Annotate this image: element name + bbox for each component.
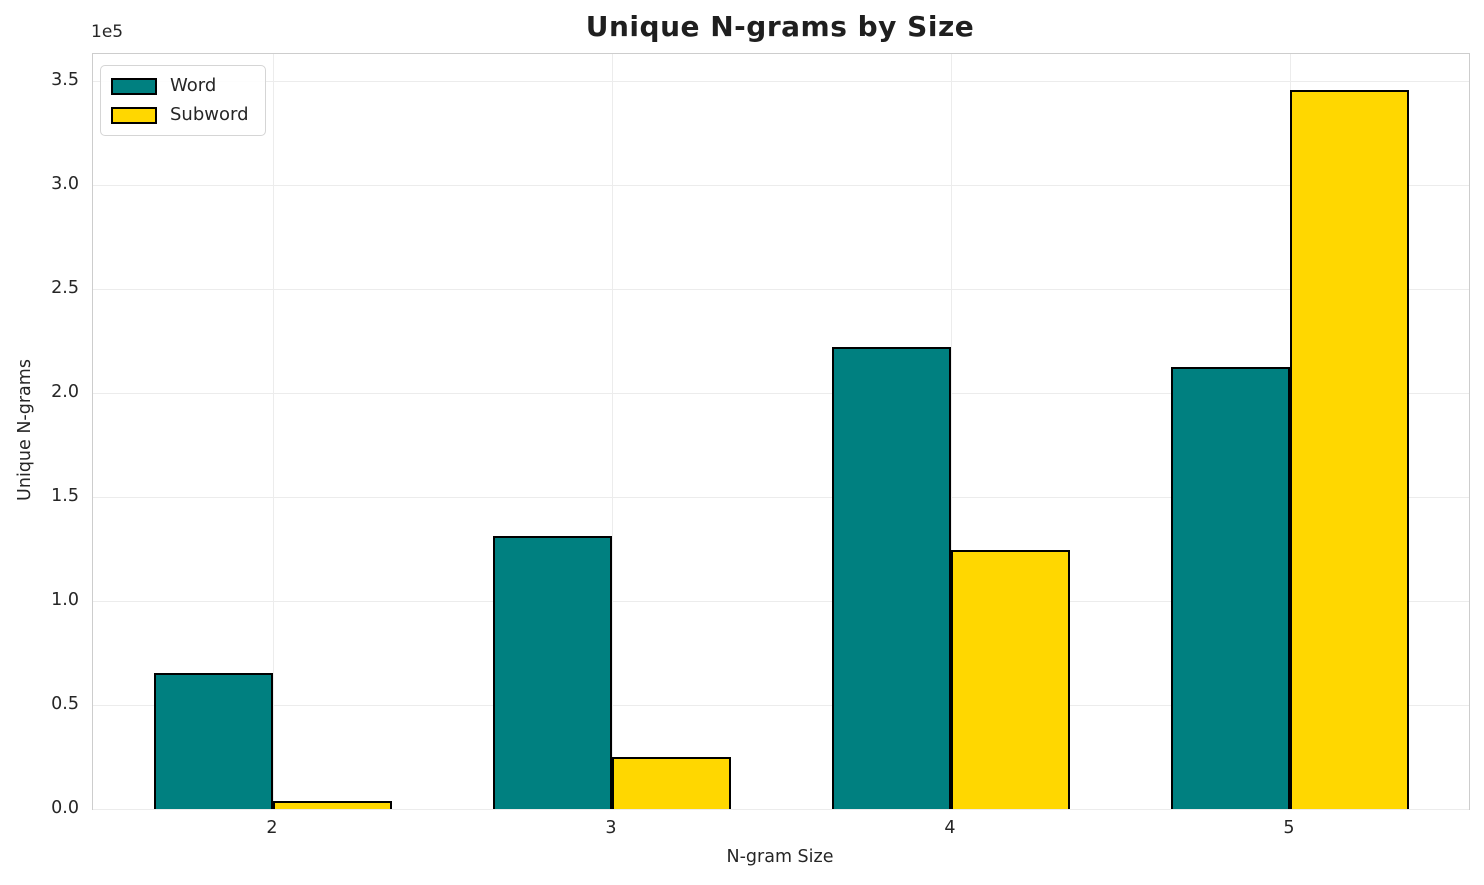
horizontal-gridline [93,185,1469,186]
y-tick-label: 1.0 [51,590,79,610]
y-tick-label: 0.0 [51,798,79,818]
legend-swatch-subword [111,106,157,124]
vertical-gridline [273,54,274,809]
vertical-gridline [951,54,952,809]
bar-word-ngram-4 [832,347,951,809]
legend-label: Subword [170,104,249,125]
horizontal-gridline [93,705,1469,706]
horizontal-gridline [93,497,1469,498]
bar-subword-ngram-5 [1290,90,1409,809]
y-tick-label: 2.0 [51,382,79,403]
y-tick-label: 1.5 [51,486,79,507]
vertical-gridline [612,54,613,809]
x-tick-label: 4 [944,818,956,838]
legend-label: Word [170,75,217,96]
horizontal-gridline [93,809,1469,810]
chart-title: Unique N-grams by Size [585,10,975,43]
y-axis-offset-label: 1e5 [91,22,124,42]
y-tick-label: 0.5 [51,694,79,714]
bar-subword-ngram-2 [273,800,392,809]
legend-item-subword: Subword [111,104,249,126]
bar-subword-ngram-3 [612,757,731,809]
y-tick-label: 3.5 [51,70,79,91]
horizontal-gridline [93,289,1469,290]
x-axis-label: N-gram Size [726,847,834,867]
legend: Word Subword [100,65,266,136]
y-tick-label: 2.5 [51,278,79,299]
x-tick-label: 5 [1283,818,1295,838]
bar-word-ngram-3 [493,535,612,809]
legend-item-word: Word [111,75,249,97]
bar-word-ngram-2 [154,672,273,809]
bar-word-ngram-5 [1171,367,1290,809]
legend-swatch-word [111,77,157,95]
x-tick-label: 2 [266,818,278,838]
y-tick-label: 3.0 [51,174,79,195]
plot-area [92,53,1470,810]
x-tick-label: 3 [605,818,617,838]
horizontal-gridline [93,393,1469,394]
horizontal-gridline [93,81,1469,82]
horizontal-gridline [93,601,1469,602]
bar-subword-ngram-4 [951,550,1070,809]
